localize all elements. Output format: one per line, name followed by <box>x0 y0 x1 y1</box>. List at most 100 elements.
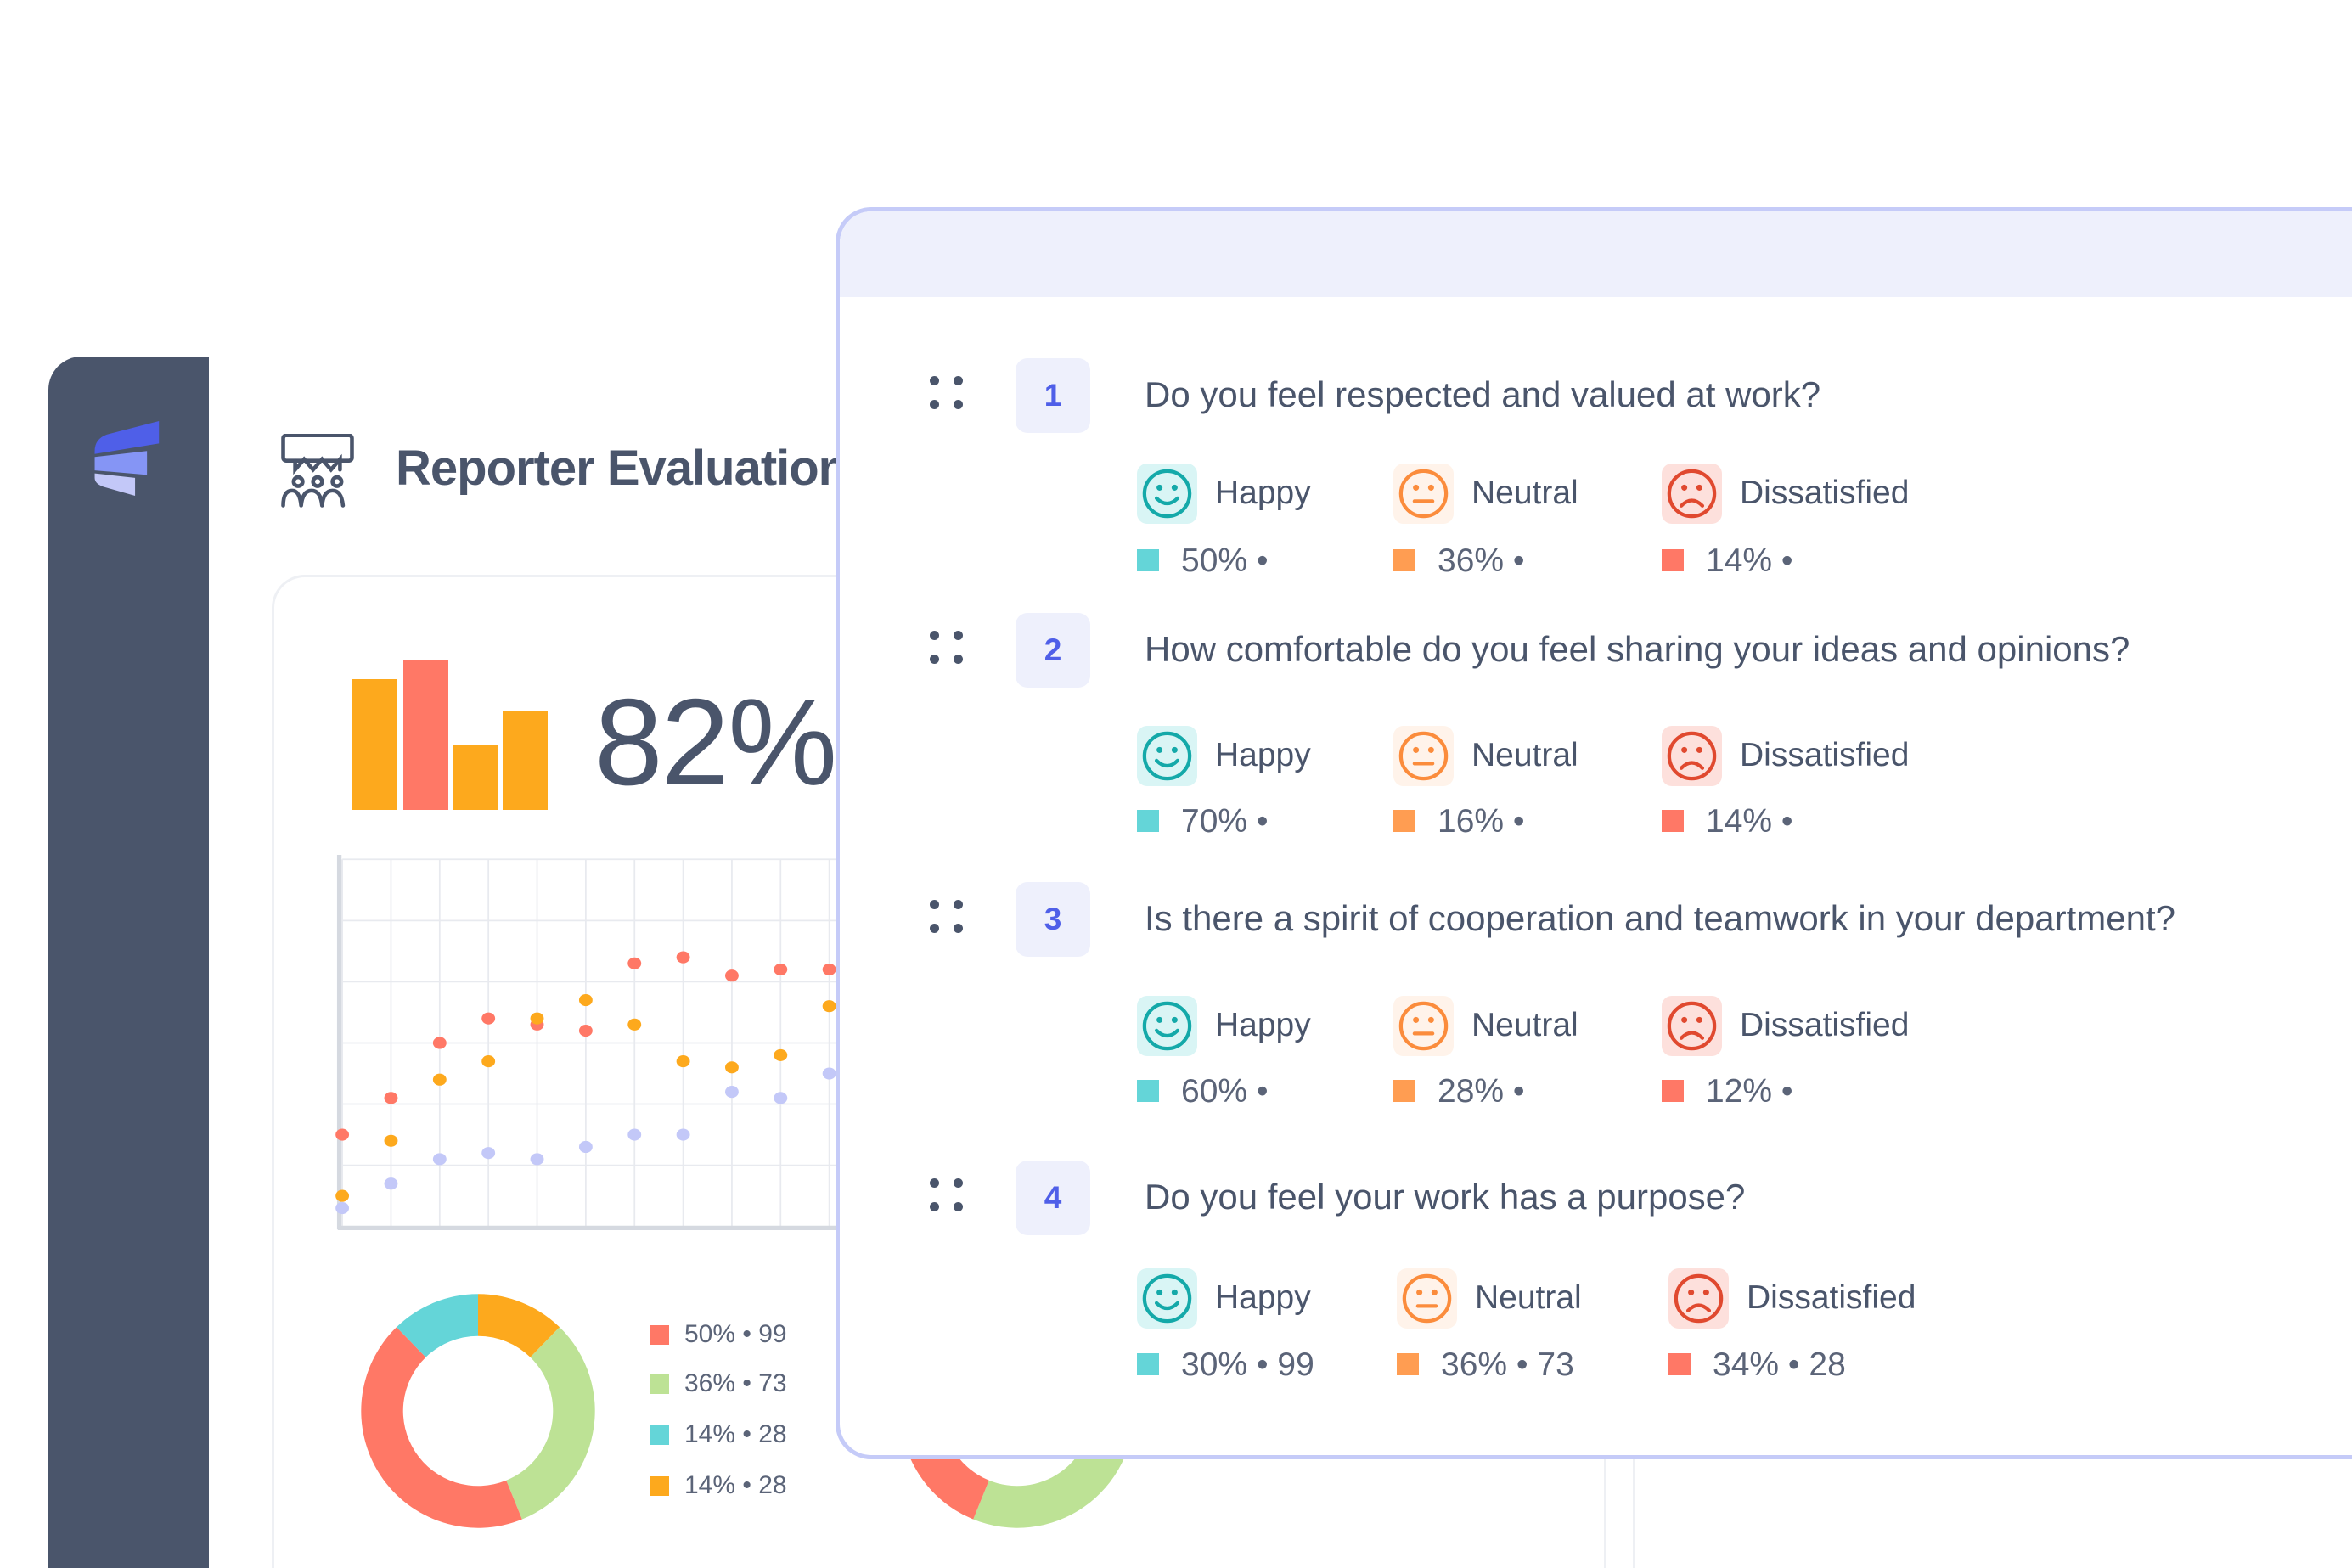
stat-value: 34% • 28 <box>1713 1346 1846 1383</box>
legend-label: 36% • 73 <box>684 1369 787 1397</box>
stat-swatch <box>1393 548 1415 571</box>
stat-value: 16% • <box>1438 803 1525 840</box>
stat-value: 30% • 99 <box>1181 1346 1314 1383</box>
option-label: Happy <box>1215 1279 1311 1316</box>
donut-slice <box>478 1294 560 1357</box>
stat-swatch <box>1137 548 1159 571</box>
panel-header <box>840 211 2352 297</box>
happy-face-icon <box>1137 1268 1197 1329</box>
scatter-point <box>384 1092 398 1104</box>
drag-handle-icon[interactable] <box>930 900 965 936</box>
drag-handle-icon[interactable] <box>930 376 965 412</box>
scatter-point <box>335 1189 350 1202</box>
sad-face-icon <box>1662 996 1722 1056</box>
option-label: Dissatisfied <box>1747 1279 1916 1316</box>
donut-slice <box>396 1294 478 1357</box>
option-stat: 12% • <box>1662 1072 1793 1112</box>
neutral-face-icon <box>1393 726 1454 786</box>
scatter-point <box>335 1201 350 1215</box>
scatter-point <box>335 1128 350 1141</box>
question-text: How comfortable do you feel sharing your… <box>1145 629 2130 669</box>
option-stat: 28% • <box>1393 1072 1525 1112</box>
stat-value: 60% • <box>1181 1073 1269 1110</box>
option-stat: 34% • 28 <box>1668 1346 1846 1385</box>
stat-value: 14% • <box>1706 542 1793 579</box>
survey-questions-panel: 1 Do you feel respected and valued at wo… <box>836 207 2352 1459</box>
stat-swatch <box>1662 1079 1684 1102</box>
scatter-point <box>676 1055 690 1068</box>
legend-item: 14% • 28 <box>650 1471 787 1500</box>
logo-icon[interactable] <box>92 421 160 496</box>
stat-swatch <box>1393 1079 1415 1102</box>
bar <box>453 745 498 810</box>
drag-handle-icon[interactable] <box>930 631 965 666</box>
option-label: Neutral <box>1471 475 1578 511</box>
option-label: Dissatisfied <box>1740 475 1910 511</box>
scatter-point <box>725 969 739 982</box>
bar <box>503 711 548 810</box>
reporter-group-icon <box>281 434 354 508</box>
bar <box>403 660 448 810</box>
scatter-point <box>578 1025 593 1037</box>
donut-chart <box>361 1294 595 1528</box>
sad-face-icon <box>1668 1268 1729 1329</box>
legend-swatch <box>650 1324 669 1345</box>
scatter-point <box>530 1012 544 1025</box>
option-label: Neutral <box>1471 737 1578 773</box>
scatter-point <box>676 1128 690 1141</box>
stat-value: 36% • 73 <box>1441 1346 1574 1383</box>
stat-swatch <box>1393 809 1415 832</box>
scatter-point <box>578 993 593 1007</box>
scatter-point <box>432 1073 447 1086</box>
neutral-face-icon <box>1397 1268 1457 1329</box>
scatter-point <box>627 957 642 969</box>
option-stat: 36% • 73 <box>1397 1346 1574 1385</box>
bar <box>352 679 397 810</box>
happy-face-icon <box>1137 996 1197 1056</box>
drag-handle-icon[interactable] <box>930 1178 965 1214</box>
scatter-point <box>774 1048 788 1061</box>
legend-swatch <box>650 1425 669 1445</box>
stat-value: 36% • <box>1438 542 1525 579</box>
legend-swatch <box>650 1475 669 1496</box>
scatter-chart <box>335 855 840 1231</box>
sad-face-icon <box>1662 464 1722 524</box>
question-number: 1 <box>1016 358 1090 433</box>
stat-value: 70% • <box>1181 803 1269 840</box>
option-stat: 50% • <box>1137 542 1269 582</box>
legend-label: 14% • 28 <box>684 1471 787 1499</box>
legend-swatch <box>650 1374 669 1394</box>
option-label: Dissatisfied <box>1740 1007 1910 1043</box>
happy-face-icon <box>1137 464 1197 524</box>
scatter-point <box>774 1092 788 1104</box>
scatter-point <box>822 1000 836 1013</box>
sad-face-icon <box>1662 726 1722 786</box>
scatter-point <box>384 1134 398 1147</box>
option-stat: 70% • <box>1137 802 1269 842</box>
stat-swatch <box>1662 809 1684 832</box>
stat-value: 12% • <box>1706 1073 1793 1110</box>
question-number: 4 <box>1016 1161 1090 1235</box>
sidebar <box>48 357 209 1568</box>
stat-value: 14% • <box>1706 803 1793 840</box>
option-stat: 36% • <box>1393 542 1525 582</box>
scatter-point <box>481 1012 496 1025</box>
legend-label: 50% • 99 <box>684 1320 787 1348</box>
stat-swatch <box>1137 1079 1159 1102</box>
option-label: Happy <box>1215 737 1311 773</box>
scatter-point <box>822 963 836 976</box>
score-value: 82% <box>594 673 837 811</box>
scatter-point <box>627 1128 642 1141</box>
question-text: Do you feel your work has a purpose? <box>1145 1177 1746 1217</box>
neutral-face-icon <box>1393 996 1454 1056</box>
question-number: 2 <box>1016 613 1090 688</box>
stat-swatch <box>1668 1352 1691 1375</box>
option-label: Happy <box>1215 475 1311 511</box>
legend-item: 50% • 99 <box>650 1320 787 1349</box>
donut-slice <box>361 1327 522 1528</box>
stat-swatch <box>1137 1352 1159 1375</box>
scatter-point <box>530 1153 544 1166</box>
option-stat: 60% • <box>1137 1072 1269 1112</box>
donut-slice <box>506 1327 595 1520</box>
scatter-point <box>676 951 690 964</box>
